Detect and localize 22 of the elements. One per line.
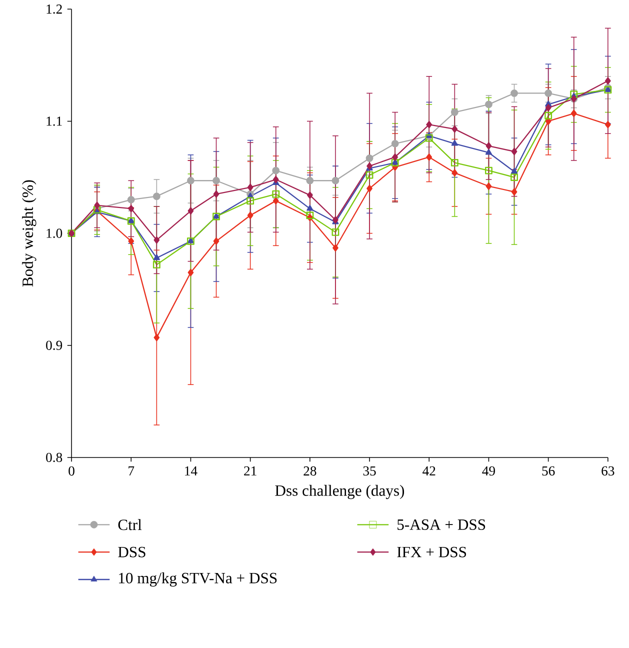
legend-label: DSS: [118, 546, 146, 558]
y-tick-label: 0.9: [46, 340, 62, 350]
legend-label: Ctrl: [118, 519, 142, 530]
y-tick-label: 1.0: [46, 228, 62, 238]
x-tick-label: 63: [601, 466, 614, 476]
y-tick-label: 0.8: [46, 452, 62, 462]
x-tick-label: 49: [482, 466, 495, 476]
x-axis-title: Dss challenge (days): [274, 484, 404, 500]
x-tick-label: 56: [542, 466, 555, 476]
y-tick-label: 1.2: [46, 4, 62, 14]
y-tick-label: 1.1: [46, 116, 62, 126]
legend-label: 5-ASA + DSS: [397, 519, 485, 530]
x-tick-label: 35: [363, 466, 376, 476]
legend-label: 10 mg/kg STV-Na + DSS: [118, 572, 276, 587]
x-tick-label: 14: [184, 466, 198, 476]
x-tick-label: 42: [422, 466, 435, 476]
x-tick-label: 21: [244, 466, 256, 476]
x-tick-label: 28: [304, 466, 316, 476]
x-tick-label: 0: [68, 466, 74, 476]
legend-label: IFX + DSS: [397, 546, 466, 558]
y-axis-title: Body weight (%): [22, 180, 36, 287]
x-tick-label: 7: [128, 466, 134, 476]
